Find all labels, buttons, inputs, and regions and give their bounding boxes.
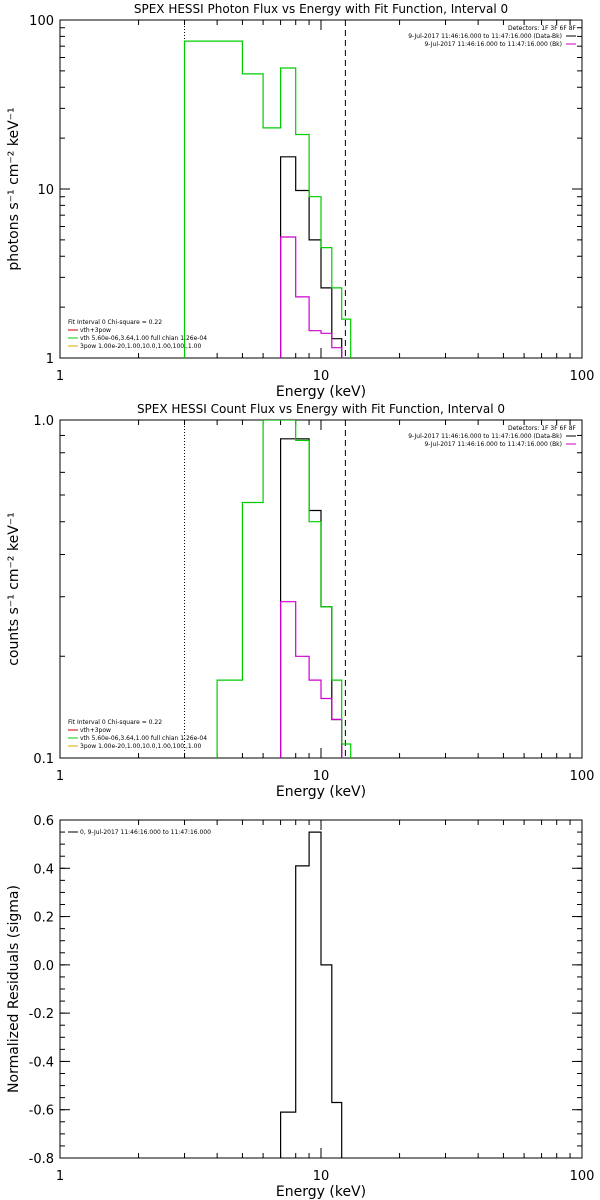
- x-axis-label: Energy (keV): [276, 384, 366, 400]
- chart-panel-3: 1 10 100 Energy (keV) -0.8 -0.6 -0.4 -0.2 0.0 0.2…: [6, 814, 594, 1200]
- y-tick-label: 1.0: [33, 414, 54, 429]
- series-line-2: [280, 601, 343, 758]
- x-tick-label: 100: [570, 769, 595, 784]
- chart-title: SPEX HESSI Count Flux vs Energy with Fit…: [137, 402, 505, 416]
- series-line-1: [280, 438, 343, 758]
- legend-header: Detectors: 1F 3F 6F 8F: [508, 25, 577, 32]
- y-tick-label: 0.0: [33, 959, 54, 974]
- legend-entry: vth 5.60e-06,3.64,1.00 full chian 1.26e-…: [80, 335, 207, 342]
- chart-panel-2: SPEX HESSI Count Flux vs Energy with Fit…: [6, 402, 594, 800]
- y-tick-label: 0.2: [33, 911, 54, 926]
- legend-header: Detectors: 1F 3F 6F 8F: [508, 425, 577, 432]
- y-axis-label: photons s⁻¹ cm⁻² keV⁻¹: [6, 107, 22, 270]
- x-tick-label: 100: [570, 1169, 595, 1184]
- y-tick-label: 10: [37, 183, 54, 198]
- legend-entry: 9-Jul-2017 11:46:16.000 to 11:47:16.000 …: [408, 33, 562, 40]
- legend-entry: 9-Jul-2017 11:46:16.000 to 11:47:16.000 …: [408, 433, 562, 440]
- x-tick-label: 1: [56, 369, 64, 384]
- x-axis-label: Energy (keV): [276, 1184, 366, 1200]
- x-tick-label: 10: [313, 769, 330, 784]
- x-tick-label: 1: [56, 769, 64, 784]
- y-tick-label: 100: [29, 14, 54, 29]
- plot-frame: [59, 19, 583, 359]
- x-tick-label: 1: [56, 1169, 64, 1184]
- legend-entry: vth+3pow: [80, 327, 111, 334]
- series-line-1: [280, 831, 343, 1158]
- y-tick-label: 0.4: [33, 862, 54, 877]
- legend-entry: 9-Jul-2017 11:46:16.000 to 11:47:16.000 …: [424, 441, 562, 448]
- y-tick-label: -0.8: [29, 1152, 54, 1167]
- legend-entry: Fit Interval 0 Chi-square = 0.22: [68, 719, 162, 726]
- series-group: [280, 831, 343, 1158]
- series-group: [183, 40, 352, 358]
- legend-entry: 3pow 1.00e-20,1.00,10.0,1.00,100.,1.00: [80, 343, 201, 350]
- series-line-2: [280, 236, 343, 358]
- y-axis-label: Normalized Residuals (sigma): [6, 885, 22, 1093]
- y-tick-label: -0.2: [29, 1007, 54, 1022]
- y-tick-label: -0.6: [29, 1104, 54, 1119]
- series-line-3: [216, 420, 352, 758]
- legend-entry: 3pow 1.00e-20,1.00,10.0,1.00,100.,1.00: [80, 743, 201, 750]
- x-tick-label: 10: [313, 1169, 330, 1184]
- series-line-3: [183, 40, 352, 358]
- y-tick-label: -0.4: [29, 1055, 54, 1070]
- x-axis-label: Energy (keV): [276, 784, 366, 800]
- legend-entry: 9-Jul-2017 11:46:16.000 to 11:47:16.000 …: [424, 41, 562, 48]
- series-group: [216, 420, 352, 758]
- y-tick-label: 0.1: [33, 752, 54, 767]
- legend-entry: Fit Interval 0 Chi-square = 0.22: [68, 319, 162, 326]
- y-tick-label: 1: [46, 352, 54, 367]
- chart-panel-1: SPEX HESSI Photon Flux vs Energy with Fi…: [6, 2, 594, 400]
- series-line-1: [280, 156, 343, 358]
- legend-entry: 0, 9-Jul-2017 11:46:16.000 to 11:47:16.0…: [80, 829, 211, 836]
- legend-entry: vth+3pow: [80, 727, 111, 734]
- legend-entry: vth 5.60e-06,3.64,1.00 full chian 1.26e-…: [80, 735, 207, 742]
- x-tick-label: 100: [570, 369, 595, 384]
- x-tick-label: 10: [313, 369, 330, 384]
- y-axis-label: counts s⁻¹ cm⁻² keV⁻¹: [6, 512, 22, 666]
- y-tick-label: 0.6: [33, 814, 54, 829]
- chart-title: SPEX HESSI Photon Flux vs Energy with Fi…: [134, 2, 508, 16]
